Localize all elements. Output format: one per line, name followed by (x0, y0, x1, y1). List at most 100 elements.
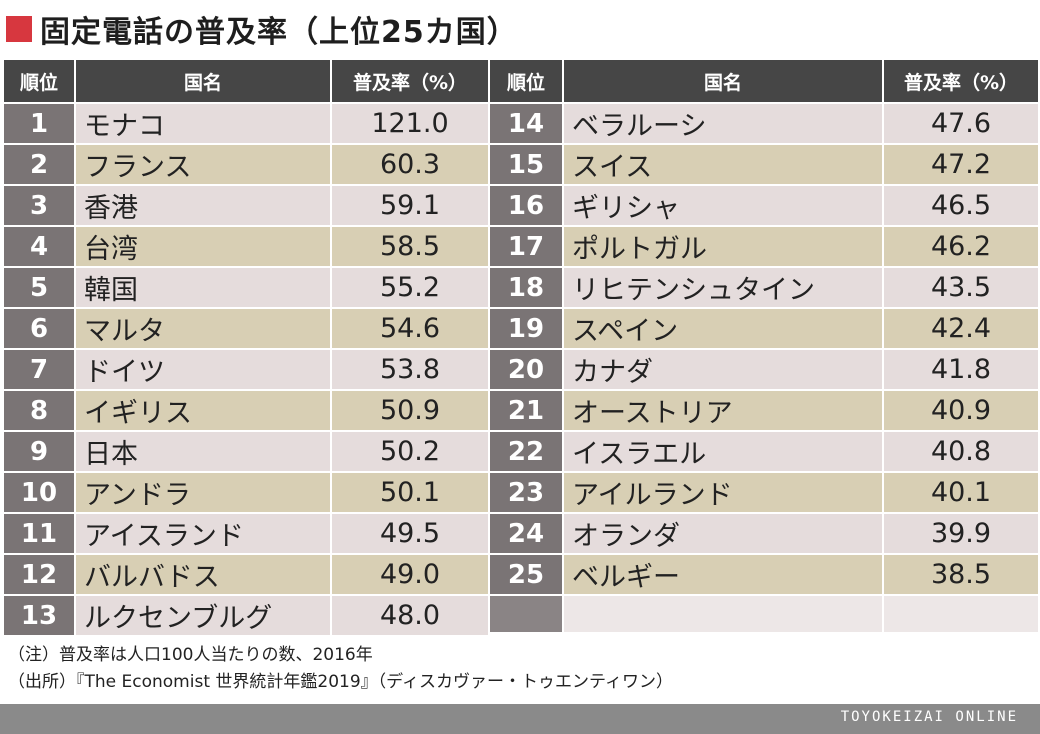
table-row: 24 オランダ 39.9 (488, 512, 1040, 555)
table-row: 19 スペイン 42.4 (488, 307, 1040, 350)
table-row: 17 ポルトガル 46.2 (488, 225, 1040, 268)
rank-cell: 1 (2, 102, 76, 145)
rate-cell: 43.5 (882, 266, 1040, 309)
table-row: 3 香港 59.1 (2, 184, 490, 227)
table-row: 12 バルバドス 49.0 (2, 553, 490, 596)
source-text: （出所）『The Economist 世界統計年鑑2019』（ディスカヴァー・ト… (8, 672, 673, 692)
rank-cell: 10 (2, 471, 76, 514)
table-row: 15 スイス 47.2 (488, 143, 1040, 186)
rate-cell: 58.5 (330, 225, 490, 268)
country-cell: ルクセンブルグ (74, 594, 332, 637)
rank-cell: 8 (2, 389, 76, 432)
country-cell: モナコ (74, 102, 332, 145)
table-row: 16 ギリシャ 46.5 (488, 184, 1040, 227)
rank-cell: 21 (488, 389, 564, 432)
table-row: 10 アンドラ 50.1 (2, 471, 490, 514)
table-row: 6 マルタ 54.6 (2, 307, 490, 350)
rank-cell: 14 (488, 102, 564, 145)
rate-cell: 121.0 (330, 102, 490, 145)
table-row: 20 カナダ 41.8 (488, 348, 1040, 391)
header-country: 国名 (562, 58, 884, 104)
rank-cell: 20 (488, 348, 564, 391)
country-cell: 韓国 (74, 266, 332, 309)
country-cell: ポルトガル (562, 225, 884, 268)
notes: （注）普及率は人口100人当たりの数、2016年 （出所）『The Econom… (8, 642, 673, 696)
header-rate: 普及率（%） (330, 58, 490, 104)
country-cell: オーストリア (562, 389, 884, 432)
footer-brand: TOYOKEIZAI ONLINE (840, 709, 1018, 725)
rank-cell: 23 (488, 471, 564, 514)
country-cell: アンドラ (74, 471, 332, 514)
title-marker (6, 16, 32, 42)
rate-cell: 50.9 (330, 389, 490, 432)
rank-cell: 9 (2, 430, 76, 473)
rank-cell: 24 (488, 512, 564, 555)
empty-row (488, 594, 1040, 634)
country-cell: フランス (74, 143, 332, 186)
table-row: 5 韓国 55.2 (2, 266, 490, 309)
rank-cell: 2 (2, 143, 76, 186)
rank-cell: 13 (2, 594, 76, 637)
rate-cell: 55.2 (330, 266, 490, 309)
table-row: 21 オーストリア 40.9 (488, 389, 1040, 432)
empty-cell (488, 594, 564, 634)
table-row: 13 ルクセンブルグ 48.0 (2, 594, 490, 637)
table-row: 18 リヒテンシュタイン 43.5 (488, 266, 1040, 309)
rank-cell: 11 (2, 512, 76, 555)
table-row: 23 アイルランド 40.1 (488, 471, 1040, 514)
country-cell: アイルランド (562, 471, 884, 514)
rate-cell: 46.2 (882, 225, 1040, 268)
country-cell: オランダ (562, 512, 884, 555)
country-cell: ベルギー (562, 553, 884, 596)
country-cell: 台湾 (74, 225, 332, 268)
table-row: 25 ベルギー 38.5 (488, 553, 1040, 596)
table-row: 22 イスラエル 40.8 (488, 430, 1040, 473)
rate-cell: 40.9 (882, 389, 1040, 432)
rate-cell: 47.6 (882, 102, 1040, 145)
rate-cell: 40.8 (882, 430, 1040, 473)
ranking-tables: 順位 国名 普及率（%） 1 モナコ 121.0 2 フランス 60.3 3 香港 59.1 4 台… (2, 58, 1040, 638)
ranking-table-left: 順位 国名 普及率（%） 1 モナコ 121.0 2 フランス 60.3 3 香港 59.1 4 台… (2, 58, 490, 637)
empty-cell (882, 594, 1040, 634)
country-cell: カナダ (562, 348, 884, 391)
rate-cell: 59.1 (330, 184, 490, 227)
rate-cell: 40.1 (882, 471, 1040, 514)
rate-cell: 41.8 (882, 348, 1040, 391)
header-rate: 普及率（%） (882, 58, 1040, 104)
table-row: 1 モナコ 121.0 (2, 102, 490, 145)
rate-cell: 46.5 (882, 184, 1040, 227)
page-title: 固定電話の普及率（上位25カ国） (40, 15, 518, 50)
footer-bar: TOYOKEIZAI ONLINE (0, 704, 1040, 734)
rate-cell: 47.2 (882, 143, 1040, 186)
table-row: 11 アイスランド 49.5 (2, 512, 490, 555)
rank-cell: 25 (488, 553, 564, 596)
table-header-row: 順位 国名 普及率（%） (2, 58, 490, 104)
rate-cell: 50.2 (330, 430, 490, 473)
country-cell: 香港 (74, 184, 332, 227)
header-rank: 順位 (488, 58, 564, 104)
table-row: 7 ドイツ 53.8 (2, 348, 490, 391)
rate-cell: 42.4 (882, 307, 1040, 350)
note-text: （注）普及率は人口100人当たりの数、2016年 (8, 645, 373, 665)
country-cell: ドイツ (74, 348, 332, 391)
table-row: 14 ベラルーシ 47.6 (488, 102, 1040, 145)
country-cell: マルタ (74, 307, 332, 350)
rank-cell: 19 (488, 307, 564, 350)
country-cell: スイス (562, 143, 884, 186)
rate-cell: 38.5 (882, 553, 1040, 596)
rate-cell: 54.6 (330, 307, 490, 350)
rate-cell: 53.8 (330, 348, 490, 391)
header-country: 国名 (74, 58, 332, 104)
ranking-table-right: 順位 国名 普及率（%） 14 ベラルーシ 47.6 15 スイス 47.2 16 ギリシャ 4… (488, 58, 1040, 634)
rank-cell: 5 (2, 266, 76, 309)
country-cell: イスラエル (562, 430, 884, 473)
rate-cell: 39.9 (882, 512, 1040, 555)
country-cell: ギリシャ (562, 184, 884, 227)
rank-cell: 12 (2, 553, 76, 596)
rank-cell: 6 (2, 307, 76, 350)
rate-cell: 50.1 (330, 471, 490, 514)
country-cell: アイスランド (74, 512, 332, 555)
rate-cell: 49.5 (330, 512, 490, 555)
table-row: 9 日本 50.2 (2, 430, 490, 473)
country-cell: ベラルーシ (562, 102, 884, 145)
